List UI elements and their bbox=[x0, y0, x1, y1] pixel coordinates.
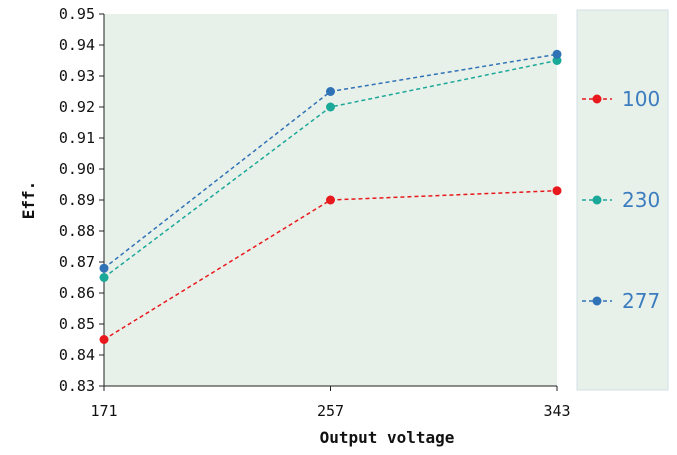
y-tick-label: 0.86 bbox=[59, 284, 95, 302]
x-axis-ticks: 171 257 343 bbox=[90, 386, 571, 420]
data-point-230 bbox=[552, 56, 562, 65]
y-tick-label: 0.94 bbox=[59, 36, 95, 54]
y-tick-label: 0.92 bbox=[59, 98, 95, 116]
y-tick-label: 0.87 bbox=[59, 253, 95, 271]
y-tick-label: 0.88 bbox=[59, 222, 95, 240]
y-tick-label: 0.89 bbox=[59, 191, 95, 209]
legend-marker-230 bbox=[592, 195, 602, 205]
y-tick-label: 0.91 bbox=[59, 129, 95, 147]
y-axis-title: Eff. bbox=[19, 181, 38, 220]
data-point-277 bbox=[326, 87, 335, 96]
y-tick-label: 0.83 bbox=[59, 377, 95, 395]
y-axis-ticks: 0.83 0.84 0.85 0.86 0.87 0.88 0.89 0.90 0.91 0.92… bbox=[59, 5, 104, 395]
legend-marker-277 bbox=[592, 296, 602, 306]
legend-marker-100 bbox=[592, 94, 602, 104]
y-tick-label: 0.84 bbox=[59, 346, 95, 364]
x-axis-title: Output voltage bbox=[320, 428, 455, 447]
x-tick-label: 171 bbox=[90, 402, 117, 420]
legend-label-100: 100 bbox=[622, 87, 660, 111]
legend: 100 230 277 bbox=[582, 87, 660, 313]
data-point-277 bbox=[552, 49, 562, 59]
data-point-100 bbox=[552, 186, 562, 196]
y-tick-label: 0.90 bbox=[59, 160, 95, 178]
data-point-230 bbox=[99, 273, 109, 282]
x-tick-label: 257 bbox=[317, 402, 344, 420]
y-tick-label: 0.95 bbox=[59, 5, 95, 23]
legend-label-277: 277 bbox=[622, 289, 660, 313]
x-tick-label: 343 bbox=[543, 402, 570, 420]
data-point-277 bbox=[99, 263, 109, 273]
data-point-100 bbox=[326, 195, 335, 205]
data-point-100 bbox=[99, 335, 109, 344]
legend-label-230: 230 bbox=[622, 188, 660, 212]
y-tick-label: 0.93 bbox=[59, 67, 95, 85]
series-lines bbox=[99, 49, 562, 344]
data-point-230 bbox=[326, 102, 335, 112]
y-tick-label: 0.85 bbox=[59, 315, 95, 333]
